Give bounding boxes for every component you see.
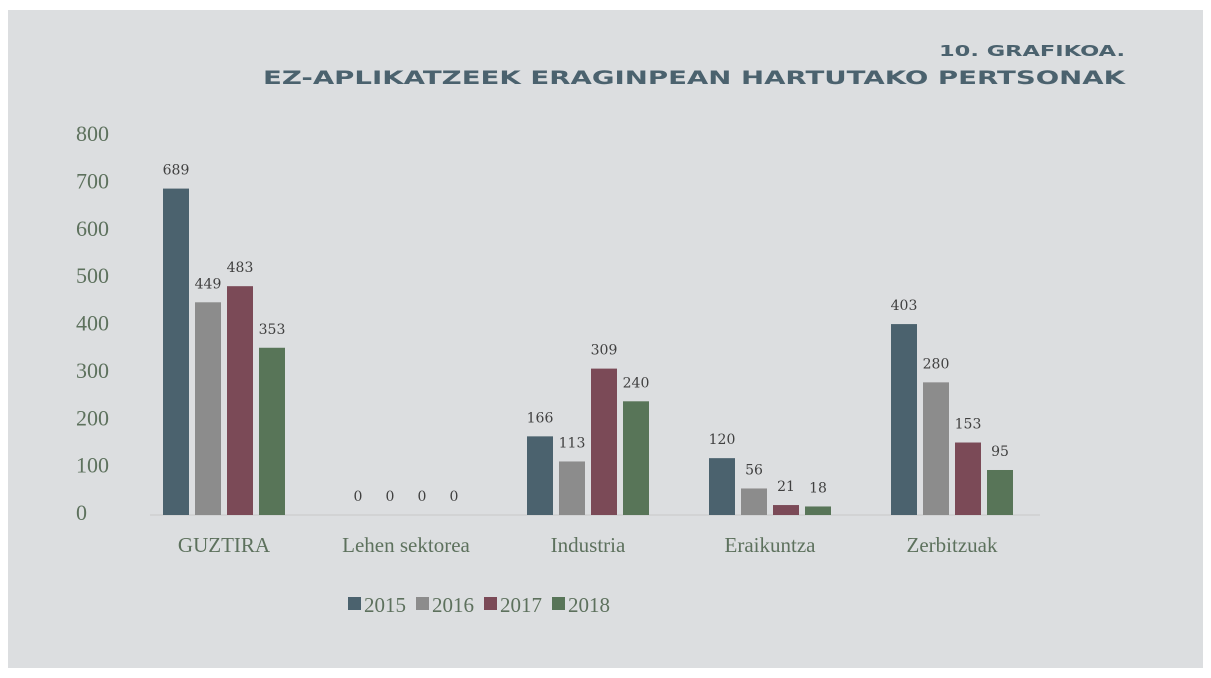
bar [805, 506, 831, 515]
y-tick-label: 800 [76, 121, 109, 146]
value-label: 689 [163, 163, 190, 179]
legend-label: 2017 [500, 593, 542, 617]
legend-swatch [484, 597, 497, 610]
value-label: 0 [418, 489, 427, 505]
value-label: 240 [623, 375, 650, 391]
x-tick-label: Eraikuntza [725, 533, 817, 557]
bar [741, 488, 767, 515]
value-label: 0 [386, 489, 395, 505]
legend-swatch [416, 597, 429, 610]
value-label: 449 [195, 276, 222, 292]
value-label: 153 [955, 417, 982, 433]
bar [163, 188, 189, 515]
value-label: 353 [259, 322, 286, 338]
bar [559, 461, 585, 515]
value-label: 0 [354, 489, 363, 505]
bar [259, 347, 285, 515]
y-tick-label: 400 [76, 311, 109, 336]
value-label: 403 [891, 298, 918, 314]
x-tick-label: GUZTIRA [178, 533, 271, 557]
x-tick-label: Lehen sektorea [342, 533, 470, 557]
value-label: 95 [991, 444, 1009, 460]
y-tick-label: 600 [76, 216, 109, 241]
y-tick-label: 200 [76, 405, 109, 430]
bar [623, 401, 649, 515]
value-label: 483 [227, 260, 254, 276]
y-tick-label: 700 [76, 168, 109, 193]
bar [891, 324, 917, 515]
bar [709, 458, 735, 515]
x-tick-label: Industria [551, 533, 626, 557]
y-tick-label: 300 [76, 358, 109, 383]
bar [955, 442, 981, 515]
legend-label: 2016 [432, 593, 474, 617]
legend-label: 2015 [364, 593, 406, 617]
legend-swatch [552, 597, 565, 610]
value-label: 0 [450, 489, 459, 505]
legend-label: 2018 [568, 593, 610, 617]
bar [227, 286, 253, 515]
value-label: 166 [527, 410, 554, 426]
value-label: 309 [591, 343, 618, 359]
chart-subtitle: EZ-APLIKATZEEK ERAGINPEAN HARTUTAKO PERT… [263, 67, 1127, 89]
x-tick-label: Zerbitzuak [907, 533, 998, 557]
bar [591, 368, 617, 515]
y-tick-label: 100 [76, 453, 109, 478]
bar [987, 469, 1013, 515]
bar [195, 302, 221, 515]
bar [923, 382, 949, 515]
chart-title: 10. GRAFIKOA. [939, 42, 1125, 60]
value-label: 18 [809, 480, 827, 496]
value-label: 56 [745, 462, 763, 478]
legend-swatch [348, 597, 361, 610]
bar [527, 436, 553, 515]
value-label: 280 [923, 356, 950, 372]
y-tick-label: 0 [76, 500, 87, 525]
bar [773, 505, 799, 515]
value-label: 21 [777, 479, 795, 495]
y-tick-label: 500 [76, 263, 109, 288]
value-label: 120 [709, 432, 736, 448]
value-label: 113 [559, 435, 586, 451]
